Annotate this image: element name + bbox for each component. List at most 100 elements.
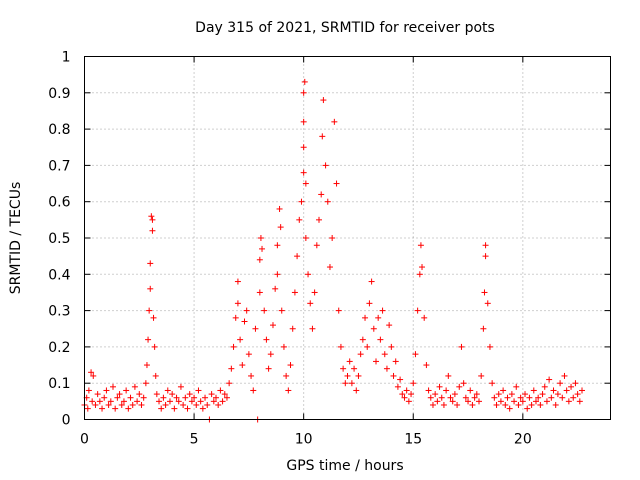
data-point: [458, 343, 465, 350]
data-point: [239, 362, 246, 369]
data-point: [357, 351, 364, 358]
data-point: [397, 376, 404, 383]
data-point: [138, 401, 145, 408]
data-point: [257, 235, 264, 241]
data-point: [333, 180, 340, 187]
data-point: [114, 394, 121, 401]
y-axis-label: SRMTID / TECUs: [8, 182, 24, 295]
data-point: [364, 343, 371, 350]
data-point: [148, 213, 155, 220]
data-point: [421, 314, 428, 321]
data-point: [248, 372, 255, 379]
data-point: [324, 198, 331, 205]
data-point: [280, 343, 287, 350]
data-point: [429, 401, 436, 408]
data-point: [152, 372, 159, 379]
data-point: [340, 365, 347, 372]
data-point: [537, 401, 544, 408]
data-point: [381, 351, 388, 358]
data-point: [88, 369, 95, 376]
data-point: [572, 380, 579, 387]
data-point: [401, 394, 408, 401]
data-point: [265, 365, 272, 372]
data-point: [348, 380, 355, 387]
x-tick-label: 10: [295, 432, 313, 448]
data-point: [440, 401, 447, 408]
data-point: [517, 394, 524, 401]
data-point: [107, 398, 114, 405]
data-point: [451, 391, 458, 398]
data-point: [263, 336, 270, 343]
data-point: [355, 372, 362, 379]
data-point: [109, 383, 116, 390]
data-point: [228, 365, 235, 372]
data-point: [202, 394, 209, 401]
data-point: [449, 398, 456, 405]
data-point: [180, 401, 187, 408]
data-point: [416, 271, 423, 278]
data-point: [500, 387, 507, 394]
data-point: [403, 387, 410, 394]
data-point: [417, 242, 424, 249]
data-point: [193, 401, 200, 408]
data-point: [153, 391, 160, 398]
data-point: [208, 391, 215, 398]
data-point: [497, 398, 504, 405]
data-point: [322, 162, 329, 169]
data-point: [386, 322, 393, 329]
data-point: [539, 391, 546, 398]
data-point: [276, 205, 283, 212]
data-point: [120, 398, 127, 405]
data-point: [375, 314, 382, 321]
data-point: [184, 405, 191, 412]
data-point: [390, 372, 397, 379]
data-point: [394, 383, 401, 390]
x-axis-label: GPS time / hours: [286, 458, 403, 474]
data-point: [436, 383, 443, 390]
data-point: [149, 227, 156, 234]
data-point: [140, 394, 147, 401]
data-point: [359, 336, 366, 343]
data-point: [438, 394, 445, 401]
data-point: [232, 314, 239, 321]
data-point: [462, 394, 469, 401]
data-point: [482, 253, 489, 260]
y-tick-label: 0.3: [48, 304, 70, 320]
data-point: [320, 97, 327, 104]
data-point: [267, 351, 274, 358]
data-point: [99, 405, 106, 412]
data-point: [311, 289, 318, 296]
data-point: [256, 289, 263, 296]
data-point: [92, 401, 99, 408]
data-point: [379, 307, 386, 314]
data-point: [476, 398, 482, 405]
data-point: [147, 260, 154, 267]
data-point: [524, 405, 531, 412]
data-point: [565, 398, 572, 405]
y-tick-label: 0.1: [48, 376, 70, 392]
data-point: [182, 394, 189, 401]
data-point: [243, 307, 250, 314]
data-point: [522, 391, 529, 398]
data-point: [127, 394, 134, 401]
data-point: [344, 372, 351, 379]
data-point: [129, 401, 136, 408]
y-tick-label: 0.2: [48, 340, 70, 356]
data-point: [309, 325, 316, 332]
data-point: [173, 394, 180, 401]
data-point: [546, 376, 553, 383]
data-point: [480, 325, 487, 332]
data-point: [368, 278, 375, 285]
data-point: [191, 394, 198, 401]
data-point: [554, 391, 561, 398]
data-point: [241, 318, 248, 325]
data-point: [151, 343, 158, 350]
data-point: [134, 398, 141, 405]
data-point: [346, 358, 353, 365]
data-point: [164, 387, 171, 394]
data-point: [526, 394, 533, 401]
data-point: [166, 398, 173, 405]
data-point: [467, 387, 474, 394]
data-point: [162, 401, 169, 408]
data-point: [410, 380, 417, 387]
